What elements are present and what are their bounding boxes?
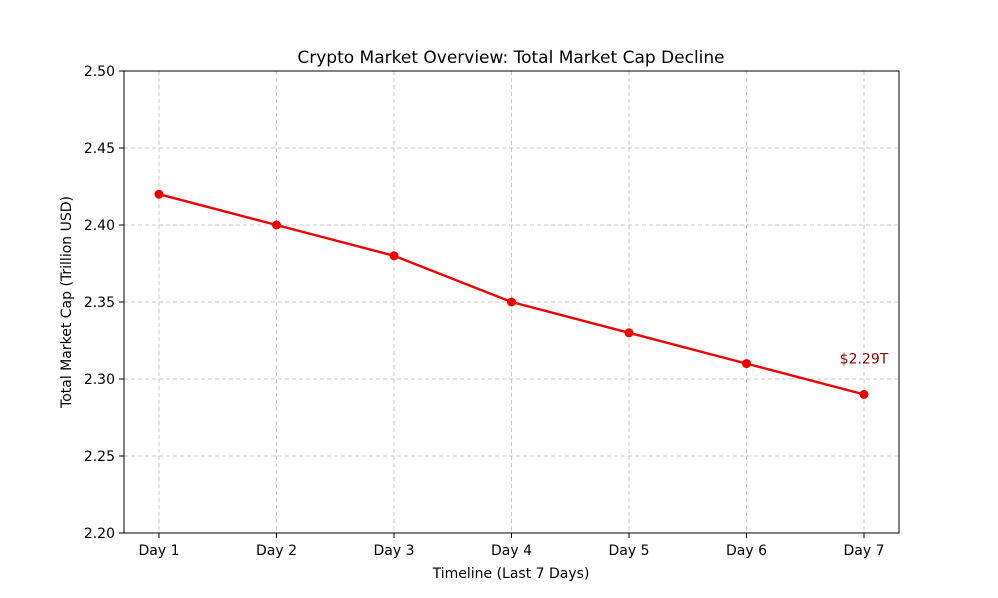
axes [119, 70, 900, 538]
x-tick-label: Day 7 [843, 543, 884, 559]
x-tick-label: Day 4 [491, 543, 532, 559]
x-tick-label: Day 5 [608, 543, 649, 559]
y-tick-label: 2.45 [84, 141, 115, 157]
data-point [742, 359, 751, 369]
labels: Day 1 Day 2 Day 3 Day 4 Day 5 Day 6 Day 7 2.20 2… [84, 64, 889, 559]
data-point [624, 328, 634, 338]
data-point [154, 189, 164, 199]
y-tick-label: 2.20 [84, 526, 115, 542]
x-axis-label: Timeline (Last 7 Days) [432, 566, 590, 582]
x-tick-label: Day 1 [138, 543, 179, 559]
data-label-annotation: $2.29T [840, 351, 889, 367]
data-point [389, 251, 399, 261]
data-point [859, 389, 869, 399]
y-axis-label: Total Market Cap (Trillion USD) [59, 196, 75, 409]
chart-title: Crypto Market Overview: Total Market Cap… [297, 48, 724, 68]
y-tick-label: 2.40 [84, 218, 115, 234]
series [154, 189, 869, 399]
y-tick-label: 2.35 [84, 295, 115, 311]
series-line [158, 193, 865, 396]
x-tick-label: Day 3 [373, 543, 414, 559]
y-tick-label: 2.30 [84, 372, 115, 388]
x-tick-label: Day 2 [256, 543, 297, 559]
x-tick-label: Day 6 [726, 543, 767, 559]
y-tick-label: 2.50 [84, 64, 115, 80]
data-point [272, 220, 281, 230]
data-point [507, 297, 516, 307]
y-tick-label: 2.25 [84, 449, 115, 465]
